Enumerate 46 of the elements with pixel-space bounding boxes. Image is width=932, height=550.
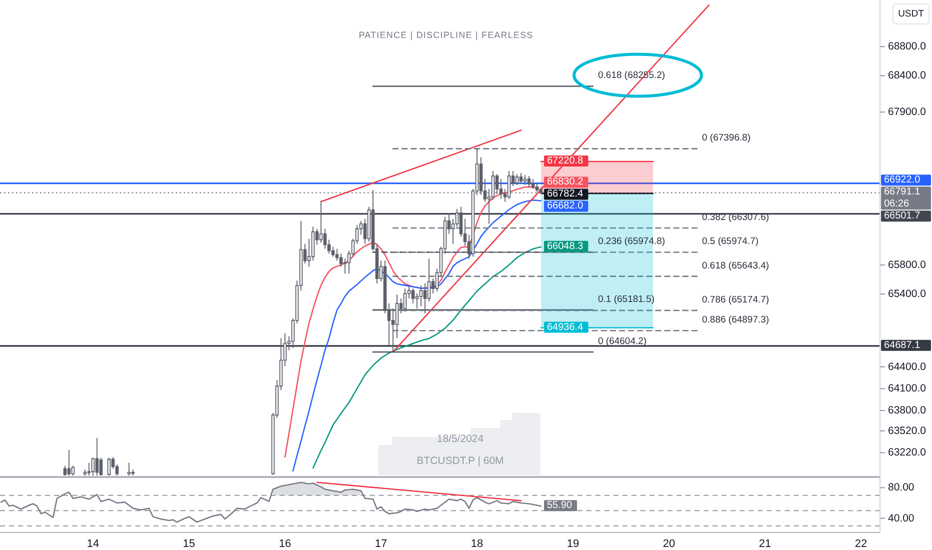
ref-line-label: 66922.0 <box>884 174 921 186</box>
ref-line-label: 66791.1 <box>884 186 921 198</box>
x-tick-label: 16 <box>278 538 292 550</box>
annotation: 0.236 (65974.8) <box>598 236 666 248</box>
x-tick-label: 17 <box>374 538 388 550</box>
text: 06:26 <box>884 198 910 210</box>
x-tick-label: 19 <box>566 538 580 550</box>
y-tick-label: 65800.0 <box>888 258 926 271</box>
x-tick-label: 21 <box>758 538 772 550</box>
annotation: 0 (67396.8) <box>702 132 751 144</box>
y-axis-title: USDT <box>898 8 924 20</box>
annotation: BTCUSDT.P | 60M <box>416 455 504 467</box>
x-tick-label: 14 <box>86 538 100 550</box>
x-tick-label: 22 <box>854 538 868 550</box>
x-tick-label: 18 <box>470 538 484 550</box>
y-tick-label: 63520.0 <box>888 424 926 437</box>
ref-line-label: 64687.1 <box>884 340 921 351</box>
data-label: 55.90 <box>547 500 572 512</box>
y-tick-label: 80.00 <box>888 482 914 494</box>
y-tick-label: 40.00 <box>888 512 914 524</box>
y-tick-label: 63220.0 <box>888 446 926 459</box>
data-label: 66048.3 <box>547 240 584 252</box>
annotation: 0.886 (64897.3) <box>702 314 770 326</box>
y-tick-label: 67900.0 <box>888 106 926 118</box>
annotation: 0.618 (65643.4) <box>702 260 770 272</box>
y-tick-label: 64100.0 <box>888 382 926 395</box>
text: PATIENCE | DISCIPLINE | FEARLESS <box>358 30 534 40</box>
y-tick-label: 68800.0 <box>888 40 926 53</box>
y-tick-label: 64400.0 <box>888 360 926 373</box>
annotation: 0 (64604.2) <box>598 336 647 347</box>
x-tick-label: 15 <box>182 538 196 550</box>
data-label: 67220.8 <box>547 156 584 167</box>
data-label: 64936.4 <box>547 322 584 333</box>
annotation: 18/5/2024 <box>436 433 484 445</box>
x-tick-label: 20 <box>662 538 676 550</box>
y-tick-label: 63800.0 <box>888 404 926 416</box>
ref-line-label: 66501.7 <box>884 210 921 222</box>
annotation: 0.382 (66307.6) <box>702 212 770 223</box>
y-tick-label: 68400.0 <box>888 70 926 82</box>
annotation: 0.1 (65181.5) <box>598 294 655 305</box>
annotation: 0.786 (65174.7) <box>702 294 770 306</box>
data-label: 66830.2 <box>547 176 584 188</box>
data-label: 66682.0 <box>547 200 584 212</box>
annotation: 0.5 (65974.7) <box>702 236 759 248</box>
y-tick-label: 65400.0 <box>888 288 926 300</box>
data-label: 66782.4 <box>547 188 584 200</box>
